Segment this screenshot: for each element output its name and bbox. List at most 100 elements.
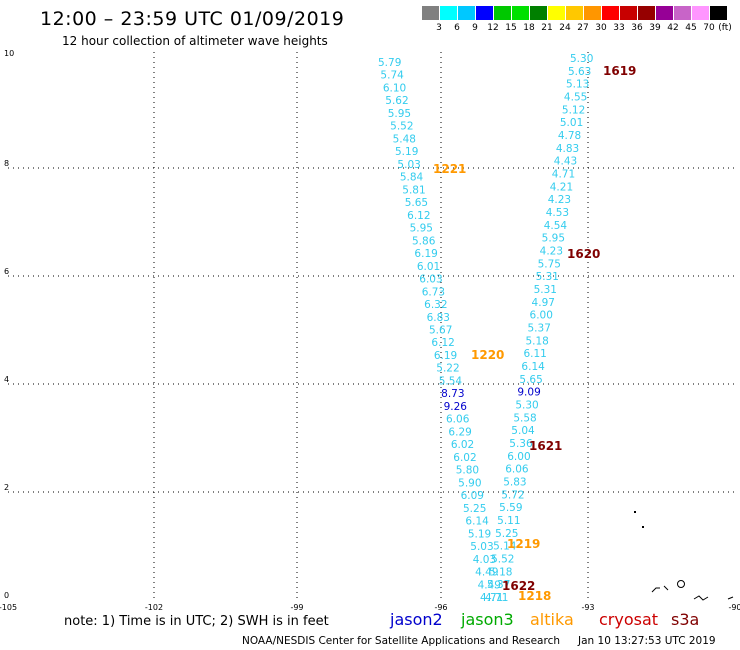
swh-label-descending: 5.62 [385,95,408,107]
coast-line [651,587,660,593]
swh-label-ascending: 5.13 [566,79,589,91]
colorbar-label: 12 [487,23,499,33]
swh-label-ascending: 5.18 [525,335,548,347]
swh-label-ascending: 6.00 [530,310,553,322]
swh-label-descending: 5.48 [393,133,416,145]
swh-label-ascending: 5.31 [536,271,559,283]
colorbar-swatch [512,6,529,20]
coast-line [663,585,669,591]
colorbar-label: 42 [667,23,679,33]
swh-label-descending: 8.73 [441,388,464,400]
swh-label-ascending: 5.58 [513,412,536,424]
swh-label-descending: 6.14 [465,516,489,528]
swh-label-descending: 6.32 [424,299,447,311]
pass-time-label: 1220 [471,348,504,362]
pass-time-label: 1619 [603,64,636,78]
swh-label-descending: 5.86 [412,235,436,247]
swh-label-ascending: 4.71 [552,169,575,181]
island-mark [634,511,636,513]
colorbar-label: 15 [505,23,517,33]
colorbar-swatch [710,6,727,20]
y-tick-label: 4 [4,375,9,384]
colorbar-swatch [494,6,511,20]
swh-label-ascending: 6.14 [521,361,545,373]
colorbar-label: 18 [523,23,535,33]
swh-label-descending: 5.79 [378,57,401,69]
swh-label-descending: 6.02 [451,439,474,451]
swh-label-ascending: 5.65 [519,374,542,386]
x-tick-label: -96 [434,603,447,612]
y-tick-label: 8 [4,159,9,168]
x-tick-label: -105 [0,603,17,612]
colorbar-swatch [458,6,475,20]
satellite-legend-jason2: jason2 [390,610,443,629]
swh-label-descending: 6.12 [431,337,454,349]
swh-label-ascending: 5.31 [534,284,557,296]
colorbar-swatch [602,6,619,20]
colorbar-label: 9 [472,23,478,33]
swh-label-descending: 5.03 [397,159,420,171]
colorbar-label: 36 [631,23,643,33]
swh-label-descending: 6.01 [417,261,440,273]
x-tick-label: -90 [728,603,740,612]
swh-label-descending: 6.09 [461,490,484,502]
coast-line [693,595,709,601]
generation-timestamp: Jan 10 13:27:53 UTC 2019 [578,635,716,647]
swh-label-ascending: 5.63 [568,66,591,78]
island-mark [642,526,644,528]
swh-label-descending: 5.74 [380,70,404,82]
x-tick-label: -93 [581,603,594,612]
colorbar-swatch [620,6,637,20]
swh-label-ascending: 4.54 [544,220,568,232]
swh-label-ascending: 5.04 [511,425,535,437]
y-tick-label: 10 [4,49,14,58]
grid-lines [8,52,735,600]
chart-subtitle: 12 hour collection of altimeter wave hei… [62,34,328,48]
swh-label-ascending: 4.53 [546,207,569,219]
swh-label-ascending: 5.30 [515,400,538,412]
coast-line [727,596,734,600]
colorbar-swatch [476,6,493,20]
swh-label-ascending: 4.83 [556,143,579,155]
swh-label-descending: 5.90 [458,477,481,489]
coastline [634,511,734,601]
swh-label-descending: 6.19 [434,350,457,362]
colorbar-swatch [692,6,709,20]
swh-label-ascending: 6.00 [507,451,530,463]
swh-label-descending: 5.19 [395,146,418,158]
swh-label-descending: 4.03 [473,554,496,566]
swh-label-descending: 6.19 [414,248,437,260]
colorbar-label: 33 [613,23,625,33]
island-mark [677,580,685,588]
swh-label-ascending: 5.01 [560,117,583,129]
colorbar-swatch [440,6,457,20]
satellite-legend-altika: altika [530,610,574,629]
swh-label-ascending: 5.12 [562,104,585,116]
swh-label-ascending: 5.37 [528,323,551,335]
swh-label-ascending: 5.59 [499,502,522,514]
swh-label-ascending: 5.83 [503,477,526,489]
swh-label-ascending: 4.43 [554,156,577,168]
x-tick-label: -102 [145,603,163,612]
swh-label-ascending: 5.52 [491,554,514,566]
pass-time-label: 1218 [518,589,551,603]
swh-label-descending: 5.22 [436,363,459,375]
colorbar-label: 3 [436,23,442,33]
colorbar-swatch [584,6,601,20]
swh-label-descending: 6.83 [427,312,450,324]
swh-label-descending: 6.02 [453,452,476,464]
y-tick-label: 6 [4,267,9,276]
swh-label-ascending: 5.72 [501,489,524,501]
swh-label-descending: 5.25 [463,503,486,515]
swh-label-ascending: 5.14 [493,541,517,553]
colorbar-swatch [638,6,655,20]
swh-label-ascending: 5.18 [489,566,512,578]
swh-label-ascending: 4.97 [532,297,555,309]
y-tick-label: 0 [4,591,9,600]
credit-line: NOAA/NESDIS Center for Satellite Applica… [242,635,560,647]
satellite-legend-jason3: jason3 [461,610,514,629]
swh-label-descending: 5.65 [405,197,428,209]
altimeter-tracks: 5.795.746.105.625.955.525.485.195.035.84… [378,53,593,604]
